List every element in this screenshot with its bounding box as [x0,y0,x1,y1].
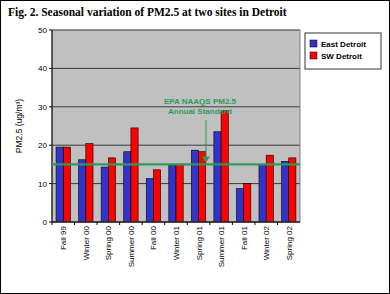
bar [108,158,115,222]
x-tick-label: Summer 00 [127,225,136,267]
bar [289,158,296,222]
bar [191,150,198,222]
plot-area [52,30,300,222]
x-tick-label: Spring 01 [195,225,204,260]
bar [131,128,138,222]
x-tick [119,222,120,225]
bar [86,144,93,222]
reference-label: Annual Standard [168,107,232,116]
bar [221,111,228,222]
bar [176,164,183,222]
x-tick-label: Spring 00 [104,225,113,260]
legend-swatch [310,40,317,47]
y-tick-label: 10 [38,180,47,189]
y-tick-label: 20 [38,141,47,150]
bar [169,166,176,222]
x-tick [254,222,255,225]
frame [1,1,390,294]
x-tick-label: Fall 01 [240,225,249,250]
legend-swatch [310,52,317,59]
bar [282,161,289,222]
y-tick-label: 0 [43,218,48,227]
legend-label: East Detroit [321,40,366,49]
x-axis [52,222,300,223]
bar [259,164,266,222]
x-tick [209,222,210,225]
x-tick [97,222,98,225]
legend [305,33,381,69]
title: Fig. 2. Seasonal variation of PM2.5 at t… [8,6,287,19]
y-tick-label: 30 [38,103,47,112]
bar [79,160,86,222]
reference-line [52,163,300,165]
bar [214,132,221,222]
bars [56,111,296,222]
x-tick-label: Winter 00 [82,225,91,260]
bar [101,167,108,222]
x-tick [52,222,53,225]
x-tick-label: Winter 01 [172,225,181,260]
x-tick [74,222,75,225]
grid-line [52,68,300,69]
reference-arrow [206,120,207,159]
bar [146,179,153,222]
x-tick-label: Summer 01 [217,225,226,267]
x-tick [164,222,165,225]
grid-line [52,222,300,223]
plot-border [52,30,300,222]
legend-label: SW Detroit [321,52,362,61]
chart: Fig. 2. Seasonal variation of PM2.5 at t… [0,0,390,294]
x-tick-label: Winter 02 [262,225,271,260]
bar [124,152,131,222]
bar [244,184,251,222]
bar [153,170,160,222]
x-tick-label: Fall 99 [59,225,68,250]
x-tick-label: Fall 00 [149,225,158,250]
bar [236,189,243,222]
x-tick [277,222,278,225]
x-tick [232,222,233,225]
bar [63,147,70,222]
bar [199,152,206,222]
x-tick-label: Spring 02 [285,225,294,260]
reference-arrowhead [202,156,210,162]
bar [56,147,63,222]
x-tick [187,222,188,225]
y-axis-label: PM2.5 (ug/m³) [14,99,24,153]
y-tick-label: 50 [38,26,47,35]
reference-label: EPA NAAQS PM2.5 [164,97,237,106]
x-tick [142,222,143,225]
y-tick-label: 40 [38,64,47,73]
y-axis [52,30,53,222]
